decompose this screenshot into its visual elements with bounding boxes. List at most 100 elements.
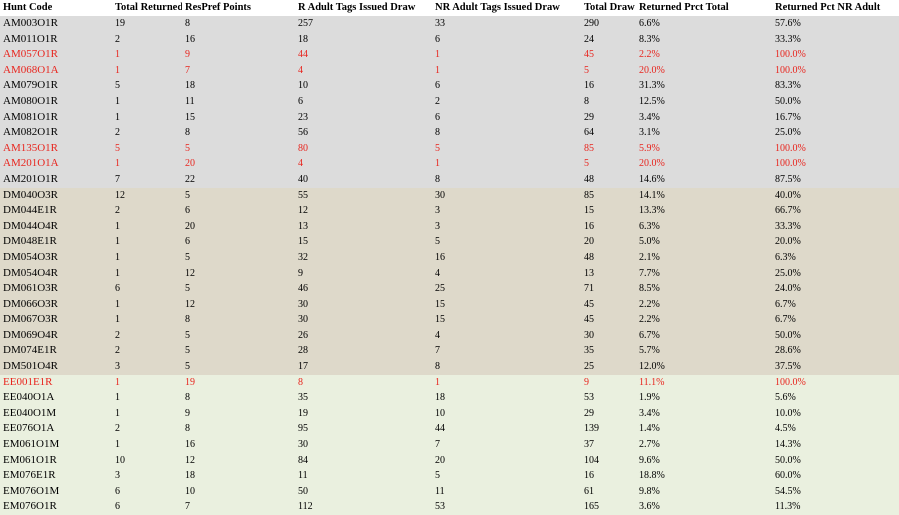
nr-adult-tags-cell: 1 xyxy=(432,374,581,391)
returned-pct-nr-adult-cell: 6.7% xyxy=(772,296,899,313)
returned-prct-total-cell: 14.1% xyxy=(636,187,772,204)
hunt-code-cell: AM057O1R xyxy=(0,47,112,63)
returned-pct-nr-adult-cell: 28.6% xyxy=(772,343,899,360)
r-adult-tags-cell: 15 xyxy=(295,234,432,250)
r-adult-tags-cell: 40 xyxy=(295,171,432,188)
hunt-code-cell: DM044O4R xyxy=(0,218,112,235)
table-row: DM040O3R 12 5 55 30 85 14.1% 40.0% xyxy=(0,187,899,204)
total-returned-cell: 2 xyxy=(112,421,182,438)
table-row: EM076E1R 3 18 11 5 16 18.8% 60.0% xyxy=(0,468,899,484)
table-row: AM003O1R 19 8 257 33 290 6.6% 57.6% xyxy=(0,16,899,32)
returned-pct-nr-adult-cell: 11.3% xyxy=(772,499,899,515)
total-draw-cell: 25 xyxy=(581,359,636,375)
r-adult-tags-cell: 84 xyxy=(295,452,432,469)
respref-points-cell: 8 xyxy=(182,421,295,438)
total-returned-cell: 1 xyxy=(112,234,182,250)
r-adult-tags-cell: 50 xyxy=(295,483,432,500)
r-adult-tags-cell: 28 xyxy=(295,343,432,360)
total-returned-cell: 2 xyxy=(112,343,182,360)
r-adult-tags-cell: 95 xyxy=(295,421,432,438)
total-draw-cell: 45 xyxy=(581,312,636,328)
total-returned-cell: 7 xyxy=(112,171,182,188)
table-row: AM011O1R 2 16 18 6 24 8.3% 33.3% xyxy=(0,31,899,48)
total-returned-cell: 1 xyxy=(112,109,182,126)
hunt-code-cell: AM079O1R xyxy=(0,78,112,94)
returned-prct-total-cell: 31.3% xyxy=(636,78,772,94)
returned-pct-nr-adult-cell: 6.3% xyxy=(772,249,899,266)
total-draw-cell: 13 xyxy=(581,265,636,282)
nr-adult-tags-cell: 3 xyxy=(432,218,581,235)
nr-adult-tags-cell: 44 xyxy=(432,421,581,438)
returned-pct-nr-adult-cell: 83.3% xyxy=(772,78,899,94)
nr-adult-tags-cell: 15 xyxy=(432,296,581,313)
hunt-code-cell: AM011O1R xyxy=(0,31,112,48)
nr-adult-tags-cell: 5 xyxy=(432,234,581,250)
total-draw-cell: 16 xyxy=(581,468,636,484)
returned-pct-nr-adult-cell: 10.0% xyxy=(772,405,899,422)
total-returned-cell: 1 xyxy=(112,405,182,422)
returned-pct-nr-adult-cell: 100.0% xyxy=(772,62,899,79)
returned-prct-total-cell: 6.7% xyxy=(636,327,772,344)
returned-prct-total-cell: 7.7% xyxy=(636,265,772,282)
returned-pct-nr-adult-cell: 100.0% xyxy=(772,156,899,172)
hunt-code-cell: EE040O1A xyxy=(0,390,112,406)
returned-pct-nr-adult-cell: 25.0% xyxy=(772,265,899,282)
respref-points-cell: 5 xyxy=(182,249,295,266)
returned-pct-nr-adult-cell: 50.0% xyxy=(772,327,899,344)
respref-points-cell: 12 xyxy=(182,265,295,282)
returned-prct-total-cell: 12.0% xyxy=(636,359,772,375)
table-row: AM135O1R 5 5 80 5 85 5.9% 100.0% xyxy=(0,140,899,157)
returned-pct-nr-adult-cell: 100.0% xyxy=(772,47,899,63)
hunt-code-cell: EM076O1M xyxy=(0,483,112,500)
nr-adult-tags-cell: 10 xyxy=(432,405,581,422)
nr-adult-tags-cell: 11 xyxy=(432,483,581,500)
returned-prct-total-cell: 9.8% xyxy=(636,483,772,500)
returned-pct-nr-adult-cell: 33.3% xyxy=(772,218,899,235)
total-draw-cell: 5 xyxy=(581,62,636,79)
table-row: DM074E1R 2 5 28 7 35 5.7% 28.6% xyxy=(0,343,899,360)
total-returned-cell: 1 xyxy=(112,249,182,266)
respref-points-cell: 8 xyxy=(182,16,295,32)
respref-points-cell: 20 xyxy=(182,218,295,235)
table-row: DM067O3R 1 8 30 15 45 2.2% 6.7% xyxy=(0,312,899,328)
total-returned-cell: 1 xyxy=(112,218,182,235)
header-row: Hunt Code Total Returned ResPref Points … xyxy=(0,0,899,16)
returned-pct-nr-adult-cell: 4.5% xyxy=(772,421,899,438)
nr-adult-tags-cell: 53 xyxy=(432,499,581,515)
nr-adult-tags-cell: 7 xyxy=(432,343,581,360)
hunt-code-cell: AM082O1R xyxy=(0,125,112,141)
total-returned-cell: 19 xyxy=(112,16,182,32)
total-returned-cell: 6 xyxy=(112,281,182,297)
hunt-code-cell: DM048E1R xyxy=(0,234,112,250)
nr-adult-tags-cell: 4 xyxy=(432,265,581,282)
total-returned-cell: 1 xyxy=(112,296,182,313)
table-row: AM080O1R 1 11 6 2 8 12.5% 50.0% xyxy=(0,93,899,110)
total-returned-cell: 3 xyxy=(112,359,182,375)
r-adult-tags-cell: 30 xyxy=(295,296,432,313)
returned-prct-total-cell: 5.0% xyxy=(636,234,772,250)
total-returned-cell: 1 xyxy=(112,390,182,406)
header-total-returned: Total Returned xyxy=(112,0,182,16)
returned-prct-total-cell: 2.2% xyxy=(636,296,772,313)
r-adult-tags-cell: 10 xyxy=(295,78,432,94)
table-row: DM501O4R 3 5 17 8 25 12.0% 37.5% xyxy=(0,359,899,375)
hunt-code-cell: EE040O1M xyxy=(0,405,112,422)
r-adult-tags-cell: 56 xyxy=(295,125,432,141)
total-returned-cell: 1 xyxy=(112,93,182,110)
header-nr-adult-tags: NR Adult Tags Issued Draw xyxy=(432,0,581,16)
table-row: AM079O1R 5 18 10 6 16 31.3% 83.3% xyxy=(0,78,899,94)
nr-adult-tags-cell: 4 xyxy=(432,327,581,344)
total-draw-cell: 9 xyxy=(581,374,636,391)
respref-points-cell: 6 xyxy=(182,234,295,250)
returned-prct-total-cell: 13.3% xyxy=(636,203,772,219)
returned-pct-nr-adult-cell: 14.3% xyxy=(772,437,899,453)
total-draw-cell: 48 xyxy=(581,249,636,266)
hunt-code-cell: DM044E1R xyxy=(0,203,112,219)
returned-prct-total-cell: 3.6% xyxy=(636,499,772,515)
hunt-code-cell: EM061O1R xyxy=(0,452,112,469)
returned-pct-nr-adult-cell: 16.7% xyxy=(772,109,899,126)
respref-points-cell: 10 xyxy=(182,483,295,500)
table-row: EM076O1M 6 10 50 11 61 9.8% 54.5% xyxy=(0,483,899,500)
nr-adult-tags-cell: 20 xyxy=(432,452,581,469)
header-r-adult-tags: R Adult Tags Issued Draw xyxy=(295,0,432,16)
